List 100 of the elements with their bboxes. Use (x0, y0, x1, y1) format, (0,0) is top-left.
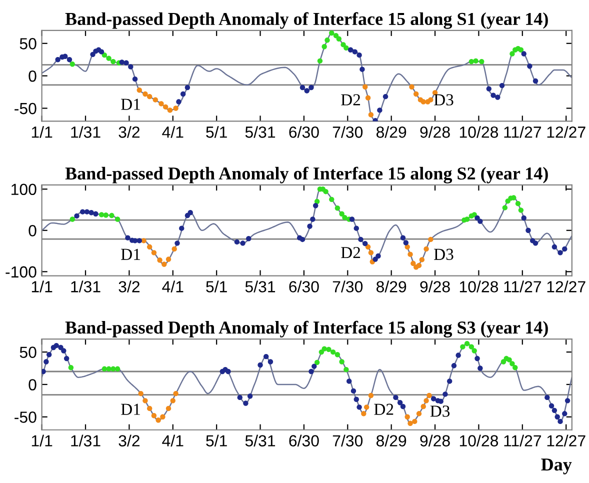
point (64, 356, 70, 362)
point (472, 348, 477, 354)
point (334, 206, 340, 211)
point (552, 244, 558, 250)
point (141, 238, 146, 244)
point (156, 418, 161, 423)
point (562, 411, 568, 416)
point (300, 236, 306, 242)
point (515, 200, 521, 206)
point (119, 60, 125, 65)
x-tick-label: 5/31 (245, 434, 276, 446)
point (152, 97, 158, 102)
point (552, 408, 558, 414)
point (243, 400, 248, 406)
point (329, 196, 334, 202)
x-tick-label: 1/31 (71, 280, 100, 292)
point (521, 215, 526, 221)
point (532, 78, 538, 84)
point (46, 352, 52, 358)
point (354, 396, 359, 402)
point (518, 47, 524, 52)
point (376, 253, 381, 259)
point (151, 413, 157, 418)
y-tick-label: 0 (28, 379, 36, 390)
x-tick-label: 11/27 (504, 126, 541, 138)
point (160, 414, 166, 420)
x-tick-label: 10/28 (460, 280, 498, 292)
point (151, 250, 157, 256)
point (268, 359, 274, 364)
y-tick-label: 0 (28, 70, 36, 82)
point (486, 86, 492, 92)
annotation: D1 (121, 248, 140, 260)
point (247, 394, 253, 399)
point (456, 352, 461, 358)
point (93, 211, 98, 216)
point (167, 108, 173, 113)
point (68, 365, 74, 370)
annotation: D3 (434, 94, 454, 106)
point (66, 57, 72, 62)
point (103, 212, 108, 218)
point (562, 246, 568, 252)
point (142, 398, 148, 404)
x-tick-label: 8/29 (376, 434, 406, 446)
point (74, 213, 80, 219)
point (330, 349, 336, 355)
point (365, 244, 371, 250)
annotation: D3 (430, 406, 450, 417)
point (61, 348, 66, 354)
point (473, 58, 478, 64)
point (512, 365, 518, 370)
x-tick-label: 7/30 (332, 126, 363, 138)
point (521, 51, 526, 56)
point (397, 400, 403, 406)
x-tick-label: 1/31 (71, 434, 100, 446)
point (510, 361, 515, 366)
x-tick-label: 9/28 (420, 434, 450, 446)
x-tick-label: 4/1 (162, 434, 184, 446)
annotation: D1 (121, 98, 140, 110)
point (408, 252, 413, 257)
x-tick-label: 12/27 (547, 126, 586, 138)
point (102, 52, 108, 58)
y-tick-label: 50 (20, 38, 36, 50)
point (413, 91, 419, 97)
point (312, 364, 317, 369)
point (404, 244, 410, 250)
point (322, 44, 327, 50)
x-tick-label: 6/30 (289, 126, 319, 138)
point (356, 404, 362, 410)
point (446, 378, 452, 384)
point (346, 378, 352, 384)
y-tick-label: 50 (20, 346, 36, 358)
y-tick-label: -50 (14, 102, 36, 114)
point (157, 258, 162, 263)
point (237, 394, 242, 400)
point (70, 62, 75, 67)
point (356, 52, 362, 58)
point (136, 88, 142, 93)
chart-title: Band-passed Depth Anomaly of Interface 15 along S3 (year 14) (65, 320, 548, 338)
point (558, 250, 563, 256)
point (173, 390, 178, 396)
point (142, 91, 148, 97)
point (478, 218, 483, 224)
point (344, 45, 349, 51)
x-tick-label: 1/31 (71, 126, 100, 138)
x-tick-label: 1/1 (32, 280, 52, 292)
point (308, 368, 314, 374)
point (460, 344, 466, 350)
point (424, 246, 429, 252)
x-tick-label: 5/1 (206, 280, 227, 292)
point (58, 344, 64, 350)
x-tick-label: 7/30 (332, 280, 363, 292)
point (173, 106, 178, 111)
point (138, 390, 144, 396)
x-tick-label: 3/2 (118, 434, 140, 446)
point (426, 392, 432, 398)
point (80, 209, 86, 214)
point (124, 60, 129, 66)
point (246, 236, 252, 242)
point (410, 260, 416, 266)
x-tick-label: 8/29 (376, 126, 406, 138)
